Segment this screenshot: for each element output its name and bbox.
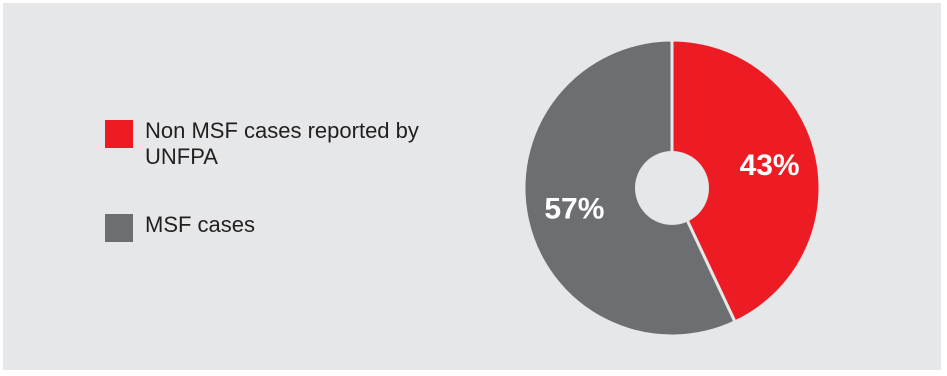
slice-label-non-msf: 43% — [740, 149, 800, 182]
donut-chart: 43% 57% — [522, 38, 822, 338]
donut-hole — [635, 151, 709, 225]
legend: Non MSF cases reported by UNFPA MSF case… — [105, 118, 465, 284]
legend-label-msf: MSF cases — [145, 212, 256, 237]
legend-item-non-msf: Non MSF cases reported by UNFPA — [105, 118, 465, 170]
legend-label-non-msf: Non MSF cases reported by UNFPA — [145, 118, 419, 169]
slice-label-msf: 57% — [544, 193, 604, 226]
slice-non-msf — [670, 38, 822, 324]
legend-swatch-non-msf — [105, 120, 133, 148]
legend-item-msf: MSF cases — [105, 212, 465, 242]
legend-swatch-msf — [105, 214, 133, 242]
slice-msf — [522, 38, 738, 338]
